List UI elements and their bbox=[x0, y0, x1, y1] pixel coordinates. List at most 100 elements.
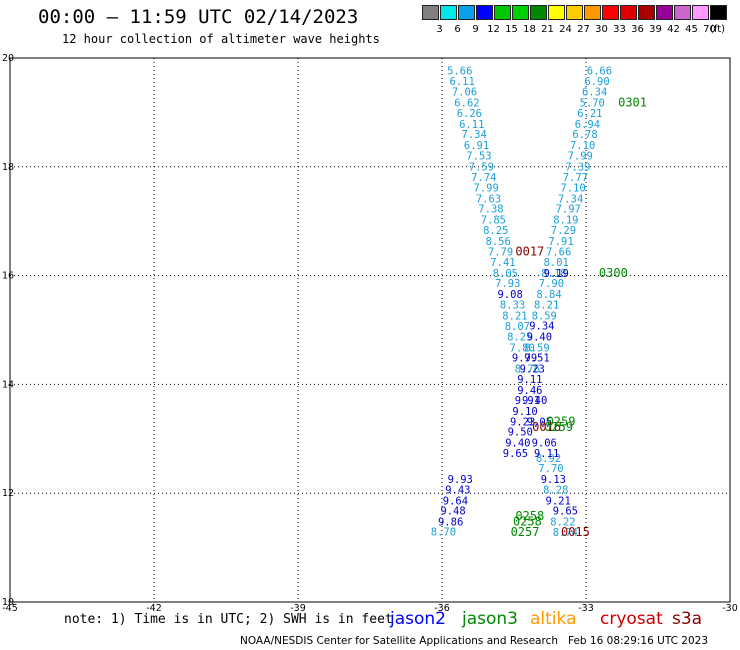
color-scale-label: 33 bbox=[613, 24, 626, 35]
data-point-label: 7.80 bbox=[510, 342, 535, 354]
data-point-label: 9.50 bbox=[508, 427, 533, 439]
data-point-label: 6.94 bbox=[575, 119, 600, 131]
data-point-label: 9.93 bbox=[448, 474, 473, 486]
data-point-label: 9.51 bbox=[524, 353, 549, 365]
data-point-label: 8.28 bbox=[543, 484, 568, 496]
data-point-label: 8.21 bbox=[534, 299, 559, 311]
color-scale-label: 36 bbox=[631, 24, 644, 35]
data-point-label: 8.21 bbox=[502, 310, 527, 322]
mission-altika: altika bbox=[530, 609, 577, 629]
data-point-label: 7.97 bbox=[556, 204, 581, 216]
data-point-label: 7.10 bbox=[560, 182, 585, 194]
color-scale-label: 9 bbox=[472, 24, 479, 35]
color-scale-label: 30 bbox=[595, 24, 608, 35]
data-point-label: 7.41 bbox=[490, 257, 515, 269]
data-point-label: 9.11 bbox=[534, 448, 559, 460]
color-scale-swatch bbox=[548, 5, 565, 20]
pass-time-label: 0259 bbox=[547, 414, 576, 428]
data-point-label: 8.92 bbox=[536, 453, 561, 465]
color-scale-swatch bbox=[584, 5, 601, 20]
color-scale-label: 27 bbox=[577, 24, 590, 35]
data-point-label: 5.70 bbox=[580, 98, 605, 110]
color-scale-label: 39 bbox=[649, 24, 662, 35]
data-point-label: 6.34 bbox=[582, 87, 607, 99]
color-scale-label: 24 bbox=[559, 24, 572, 35]
pass-time-label: 0259 bbox=[544, 420, 573, 434]
pass-time-label: 0016 bbox=[532, 420, 561, 434]
data-point-label: 9.23 bbox=[510, 416, 535, 428]
data-point-label: 6.90 bbox=[584, 76, 609, 88]
color-scale-swatch bbox=[476, 5, 493, 20]
data-point-label: 8.59 bbox=[524, 342, 549, 354]
data-point-label: 7.74 bbox=[471, 172, 496, 184]
data-point-label: 7.10 bbox=[570, 140, 595, 152]
mission-cryosat: cryosat bbox=[600, 609, 663, 629]
data-point-label: 9.40 bbox=[522, 395, 547, 407]
data-point-label: 7.70 bbox=[538, 463, 563, 475]
pass-time-label: 0017 bbox=[515, 245, 544, 259]
color-scale-swatch bbox=[620, 5, 637, 20]
color-scale-swatch bbox=[440, 5, 457, 20]
data-point-label: 7.85 bbox=[481, 215, 506, 227]
data-point-label: 7.99 bbox=[474, 182, 499, 194]
color-scale-label: 18 bbox=[523, 24, 536, 35]
data-point-label: 8.70 bbox=[431, 526, 456, 538]
data-point-label: 9.86 bbox=[438, 516, 463, 528]
data-point-label: 9.05 bbox=[527, 416, 552, 428]
color-scale-swatch bbox=[674, 5, 691, 20]
data-point-label: 7.38 bbox=[478, 204, 503, 216]
data-point-label: 9.65 bbox=[553, 506, 578, 518]
color-scale-label: 12 bbox=[487, 24, 500, 35]
y-tick-label: 14 bbox=[2, 379, 14, 390]
y-tick-label: 20 bbox=[2, 53, 14, 64]
data-point-label: 7.59 bbox=[469, 161, 494, 173]
footer-credit: NOAA/NESDIS Center for Satellite Applica… bbox=[240, 635, 709, 647]
data-point-label: 7.77 bbox=[563, 172, 588, 184]
data-point-label: 9.21 bbox=[546, 495, 571, 507]
data-point-label: 7.39 bbox=[565, 161, 590, 173]
color-scale-swatch bbox=[656, 5, 673, 20]
data-point-label: 6.66 bbox=[587, 66, 612, 78]
plot-frame bbox=[9, 57, 731, 603]
data-point-label: 6.21 bbox=[577, 108, 602, 120]
data-point-label: 9.06 bbox=[532, 438, 557, 450]
y-tick-label: 18 bbox=[2, 162, 14, 173]
color-scale-swatch bbox=[692, 5, 709, 20]
data-point-label: 9.40 bbox=[505, 438, 530, 450]
color-scale-label: 42 bbox=[667, 24, 680, 35]
data-point-label: 7.99 bbox=[568, 150, 593, 162]
pass-time-label: 0301 bbox=[618, 96, 647, 110]
data-point-label: 8.22 bbox=[550, 516, 575, 528]
data-point-label: 7.53 bbox=[466, 150, 491, 162]
data-point-label: 9.43 bbox=[445, 484, 470, 496]
mission-jason3: jason3 bbox=[462, 609, 518, 629]
data-point-label: 9.65 bbox=[503, 448, 528, 460]
color-scale-swatch bbox=[566, 5, 583, 20]
data-point-label: 6.62 bbox=[454, 98, 479, 110]
chart-subtitle: 12 hour collection of altimeter wave hei… bbox=[62, 32, 380, 46]
color-scale-swatch bbox=[512, 5, 529, 20]
mission-s3a: s3a bbox=[672, 609, 703, 629]
data-point-label: 8.18 bbox=[541, 268, 566, 280]
color-scale-swatch bbox=[494, 5, 511, 20]
data-point-label: 8.59 bbox=[532, 310, 557, 322]
data-point-label: 6.11 bbox=[459, 119, 484, 131]
y-tick-label: 12 bbox=[2, 488, 14, 499]
x-tick-label: -45 bbox=[2, 603, 18, 614]
mission-jason2: jason2 bbox=[390, 609, 446, 629]
data-point-label: 8.84 bbox=[536, 289, 561, 301]
color-scale-label: 3 bbox=[436, 24, 443, 35]
data-point-label: 9.08 bbox=[498, 289, 523, 301]
data-point-label: 9.40 bbox=[527, 332, 552, 344]
data-point-label: 9.13 bbox=[541, 474, 566, 486]
y-tick-label: 16 bbox=[2, 271, 14, 282]
data-point-label: 8.25 bbox=[507, 332, 532, 344]
data-point-label: 9.64 bbox=[443, 495, 468, 507]
color-scale-label: 45 bbox=[685, 24, 698, 35]
data-point-label: 9.11 bbox=[517, 374, 542, 386]
data-point-label: 7.29 bbox=[551, 225, 576, 237]
data-point-label: 8.07 bbox=[505, 321, 530, 333]
data-point-label: 8.05 bbox=[493, 268, 518, 280]
data-point-label: 7.93 bbox=[495, 278, 520, 290]
